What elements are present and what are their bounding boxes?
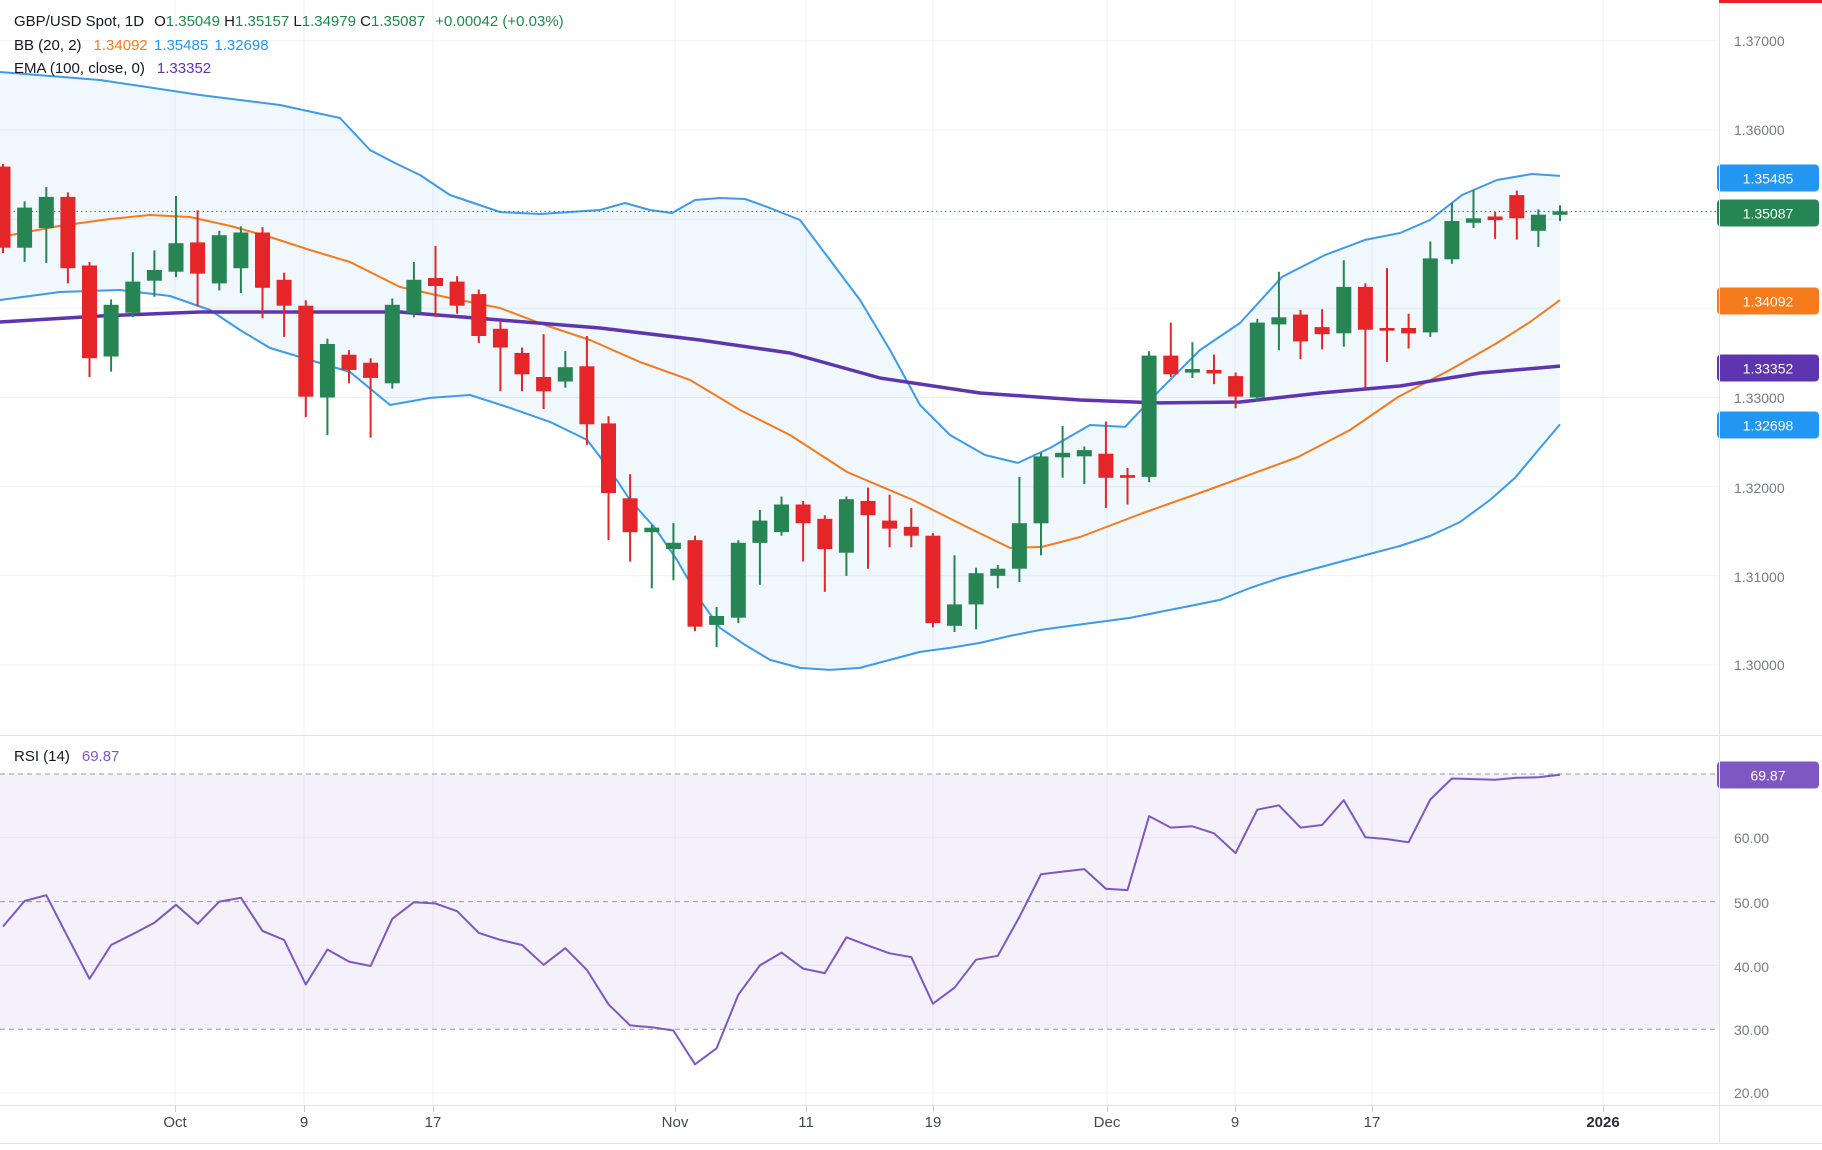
axis-time-label: Dec — [1093, 1114, 1121, 1131]
axis-time-label: 9 — [299, 1114, 309, 1131]
ema-legend-row[interactable]: EMA (100, close, 0) 1.33352 — [14, 58, 211, 80]
clipped-badge-fragment — [1719, 0, 1822, 3]
time-axis-tick — [175, 1106, 176, 1112]
indicator-value: 1.32698 — [214, 37, 269, 54]
indicator-value: 1.33352 — [156, 60, 212, 77]
axis-price-label: 1.30000 — [1734, 657, 1785, 673]
symbol-title: GBP/USD Spot, 1D — [14, 13, 145, 30]
time-axis-tick — [933, 1106, 934, 1112]
pane-separator-price-rsi[interactable] — [0, 735, 1822, 736]
pane-separator-rsi-time — [0, 1105, 1822, 1106]
ema-values: 1.33352 — [155, 58, 211, 80]
change-value: +0.00042 (+0.03%) — [435, 13, 564, 30]
indicator-value: 69.87 — [81, 748, 120, 765]
axis-price-label: 1.37000 — [1734, 33, 1785, 49]
time-axis-tick — [806, 1106, 807, 1112]
time-axis-tick — [304, 1106, 305, 1112]
axis-price-label: 20.00 — [1734, 1085, 1770, 1101]
axis-time-label: 17 — [1363, 1114, 1381, 1131]
bb-legend-row[interactable]: BB (20, 2) 1.34092 1.35485 1.32698 — [14, 35, 269, 57]
last-price-badge: 1.35087 — [1717, 199, 1819, 227]
time-axis-tick — [1235, 1106, 1236, 1112]
axis-price-label: 30.00 — [1734, 1022, 1770, 1038]
bb-values: 1.34092 1.35485 1.32698 — [92, 35, 269, 57]
indicator-value: 1.35485 — [153, 37, 209, 54]
axis-price-label: 1.36000 — [1734, 122, 1785, 138]
ohlc-pair: C 1.35087 — [360, 13, 426, 30]
axis-time-label: 2026 — [1586, 1114, 1620, 1131]
ema-badge: 1.33352 — [1717, 354, 1819, 382]
rsi-values: 69.87 — [80, 746, 120, 768]
axis-price-label: 1.31000 — [1734, 569, 1785, 585]
axis-separator — [1719, 0, 1720, 1143]
axis-price-label: 1.32000 — [1734, 480, 1785, 496]
axis-price-label: 60.00 — [1734, 830, 1770, 846]
chart-bottom-border — [0, 1143, 1822, 1144]
ohlc-pair: H 1.35157 — [224, 13, 290, 30]
indicator-value: 1.34092 — [93, 37, 148, 54]
axis-time-label: 11 — [798, 1114, 814, 1131]
bb-upper-badge: 1.35485 — [1717, 164, 1819, 192]
axis-price-label: 40.00 — [1734, 959, 1770, 975]
ohlc-pair: L 1.34979 — [293, 13, 356, 30]
axis-time-label: Nov — [661, 1114, 689, 1131]
bb-basis-badge: 1.34092 — [1717, 287, 1819, 315]
axis-time-label: 19 — [924, 1114, 942, 1131]
time-axis-tick — [1372, 1106, 1373, 1112]
axis-time-label: 9 — [1230, 1114, 1240, 1131]
rsi-legend-row[interactable]: RSI (14) 69.87 — [14, 746, 119, 768]
bb-indicator-title: BB (20, 2) — [14, 37, 82, 54]
time-axis-tick — [433, 1106, 434, 1112]
axis-time-label: 17 — [424, 1114, 442, 1131]
ohlc-values: O 1.35049 H 1.35157 L 1.34979 C 1.35087 — [154, 11, 425, 33]
time-axis-tick — [1603, 1106, 1604, 1112]
axis-price-label: 1.33000 — [1734, 390, 1785, 406]
time-axis-tick — [1107, 1106, 1108, 1112]
time-axis-tick — [675, 1106, 676, 1112]
ohlc-pair: O 1.35049 — [154, 13, 220, 30]
ema-indicator-title: EMA (100, close, 0) — [14, 60, 145, 77]
axis-time-label: Oct — [163, 1114, 187, 1131]
bb-lower-badge: 1.32698 — [1717, 411, 1819, 439]
axis-price-label: 50.00 — [1734, 895, 1770, 911]
symbol-legend-row[interactable]: GBP/USD Spot, 1D O 1.35049 H 1.35157 L 1.34… — [14, 11, 564, 33]
rsi-indicator-title: RSI (14) — [14, 748, 70, 765]
rsi-value-badge: 69.87 — [1717, 761, 1819, 789]
